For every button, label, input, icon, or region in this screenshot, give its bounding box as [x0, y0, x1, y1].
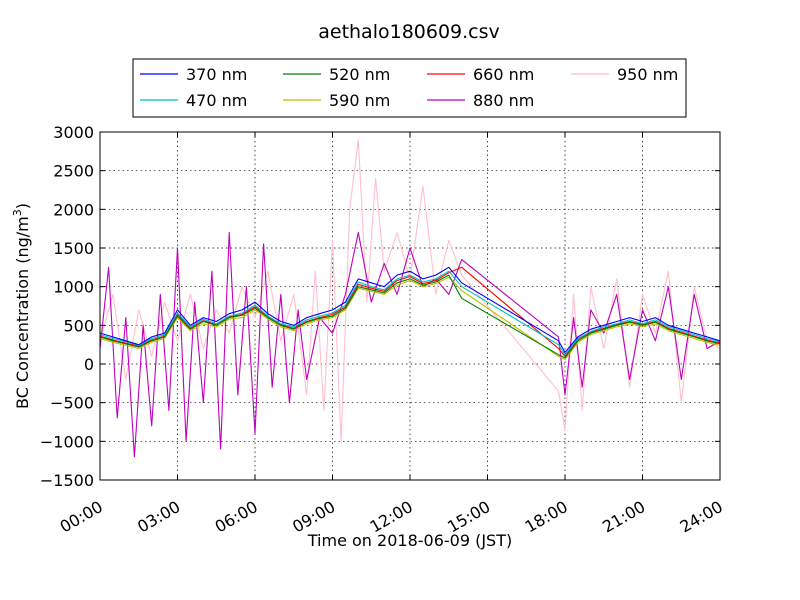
series-line-520-nm — [100, 274, 720, 359]
x-tick-label: 21:00 — [599, 497, 648, 537]
x-tick-label: 18:00 — [522, 497, 571, 537]
legend-label: 950 nm — [617, 65, 678, 84]
y-axis-title: BC Concentration (ng/m3) — [11, 203, 32, 409]
y-axis-title-end: ) — [13, 203, 32, 209]
x-tick-label: 00:00 — [57, 497, 106, 537]
y-tick-label: 500 — [63, 316, 94, 335]
y-axis-title-superscript: 3 — [11, 209, 24, 216]
y-tick-label: −500 — [50, 394, 94, 413]
legend: 370 nm 470 nm 520 nm 590 nm 660 nm 880 nm 950 … — [132, 58, 687, 118]
chart-title: aethalo180609.csv — [318, 21, 500, 43]
y-tick-label: 1500 — [53, 239, 94, 258]
y-axis-title-main: BC Concentration (ng/m — [13, 216, 32, 409]
y-tick-label: 2000 — [53, 200, 94, 219]
legend-label: 880 nm — [473, 91, 534, 110]
series-clip — [100, 139, 720, 458]
x-tick-label: 24:00 — [677, 497, 726, 537]
x-tick-label: 06:00 — [212, 497, 261, 537]
x-axis-title: Time on 2018-06-09 (JST) — [307, 531, 512, 550]
series-line-660-nm — [100, 266, 720, 357]
series-line-370-nm — [100, 266, 720, 353]
y-tick-label: −1500 — [40, 471, 94, 490]
y-tick-label: 3000 — [53, 123, 94, 142]
y-axis: −1500 −1000 −500 0 500 1000 1500 2000 2500 3000 — [40, 123, 720, 490]
legend-label: 660 nm — [473, 65, 534, 84]
y-tick-label: 1000 — [53, 278, 94, 297]
legend-label: 590 nm — [329, 91, 390, 110]
series-line-880-nm — [100, 231, 720, 458]
legend-label: 470 nm — [186, 91, 247, 110]
y-tick-label: −1000 — [40, 432, 94, 451]
y-tick-label: 0 — [84, 355, 94, 374]
x-tick-label: 03:00 — [134, 497, 183, 537]
plot-background — [100, 132, 720, 480]
legend-label: 520 nm — [329, 65, 390, 84]
series-line-590-nm — [100, 276, 720, 360]
legend-box — [132, 58, 687, 118]
legend-label: 370 nm — [186, 65, 247, 84]
series-line-470-nm — [100, 270, 720, 356]
series-layer — [100, 139, 720, 458]
plot-area — [99, 131, 721, 481]
series-line-950-nm — [100, 139, 720, 442]
y-tick-label: 2500 — [53, 162, 94, 181]
